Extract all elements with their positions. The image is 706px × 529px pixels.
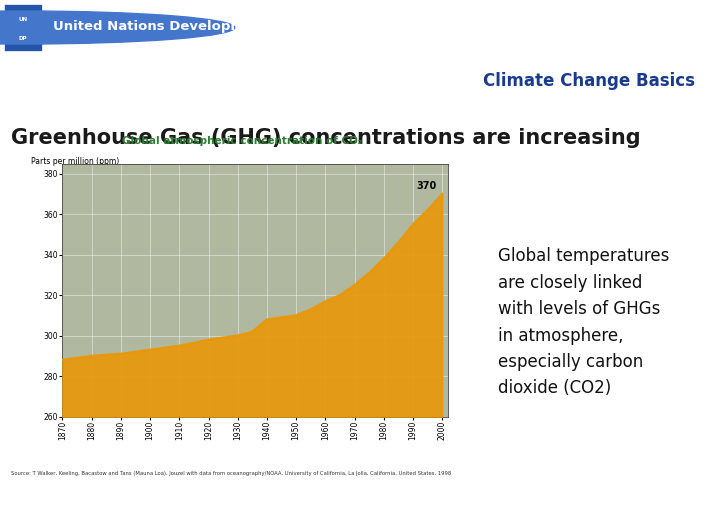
- Text: Global temperatures
are closely linked
with levels of GHGs
in atmosphere,
especi: Global temperatures are closely linked w…: [498, 248, 669, 397]
- Text: 4: 4: [680, 503, 690, 517]
- Text: Source: T Walker, Keeling, Bacastow and Tans (Mauna Loa), Jouzel with data from : Source: T Walker, Keeling, Bacastow and …: [11, 471, 451, 476]
- Text: United Nations Development Programme: United Nations Development Programme: [53, 20, 361, 33]
- Text: DP: DP: [18, 36, 28, 41]
- Text: UN: UN: [18, 17, 28, 22]
- Text: Greenhouse Gas (GHG) concentrations are increasing: Greenhouse Gas (GHG) concentrations are …: [11, 127, 640, 148]
- Circle shape: [0, 11, 234, 44]
- Text: http://www.grida.no/publications/vg/climate/: http://www.grida.no/publications/vg/clim…: [215, 505, 463, 515]
- Text: Parts per million (ppm): Parts per million (ppm): [31, 157, 119, 166]
- FancyBboxPatch shape: [4, 4, 42, 51]
- Text: Global atmospheric concentration of CO₂: Global atmospheric concentration of CO₂: [121, 136, 362, 146]
- Text: Climate Change Basics: Climate Change Basics: [484, 72, 695, 90]
- Text: 370: 370: [416, 181, 436, 191]
